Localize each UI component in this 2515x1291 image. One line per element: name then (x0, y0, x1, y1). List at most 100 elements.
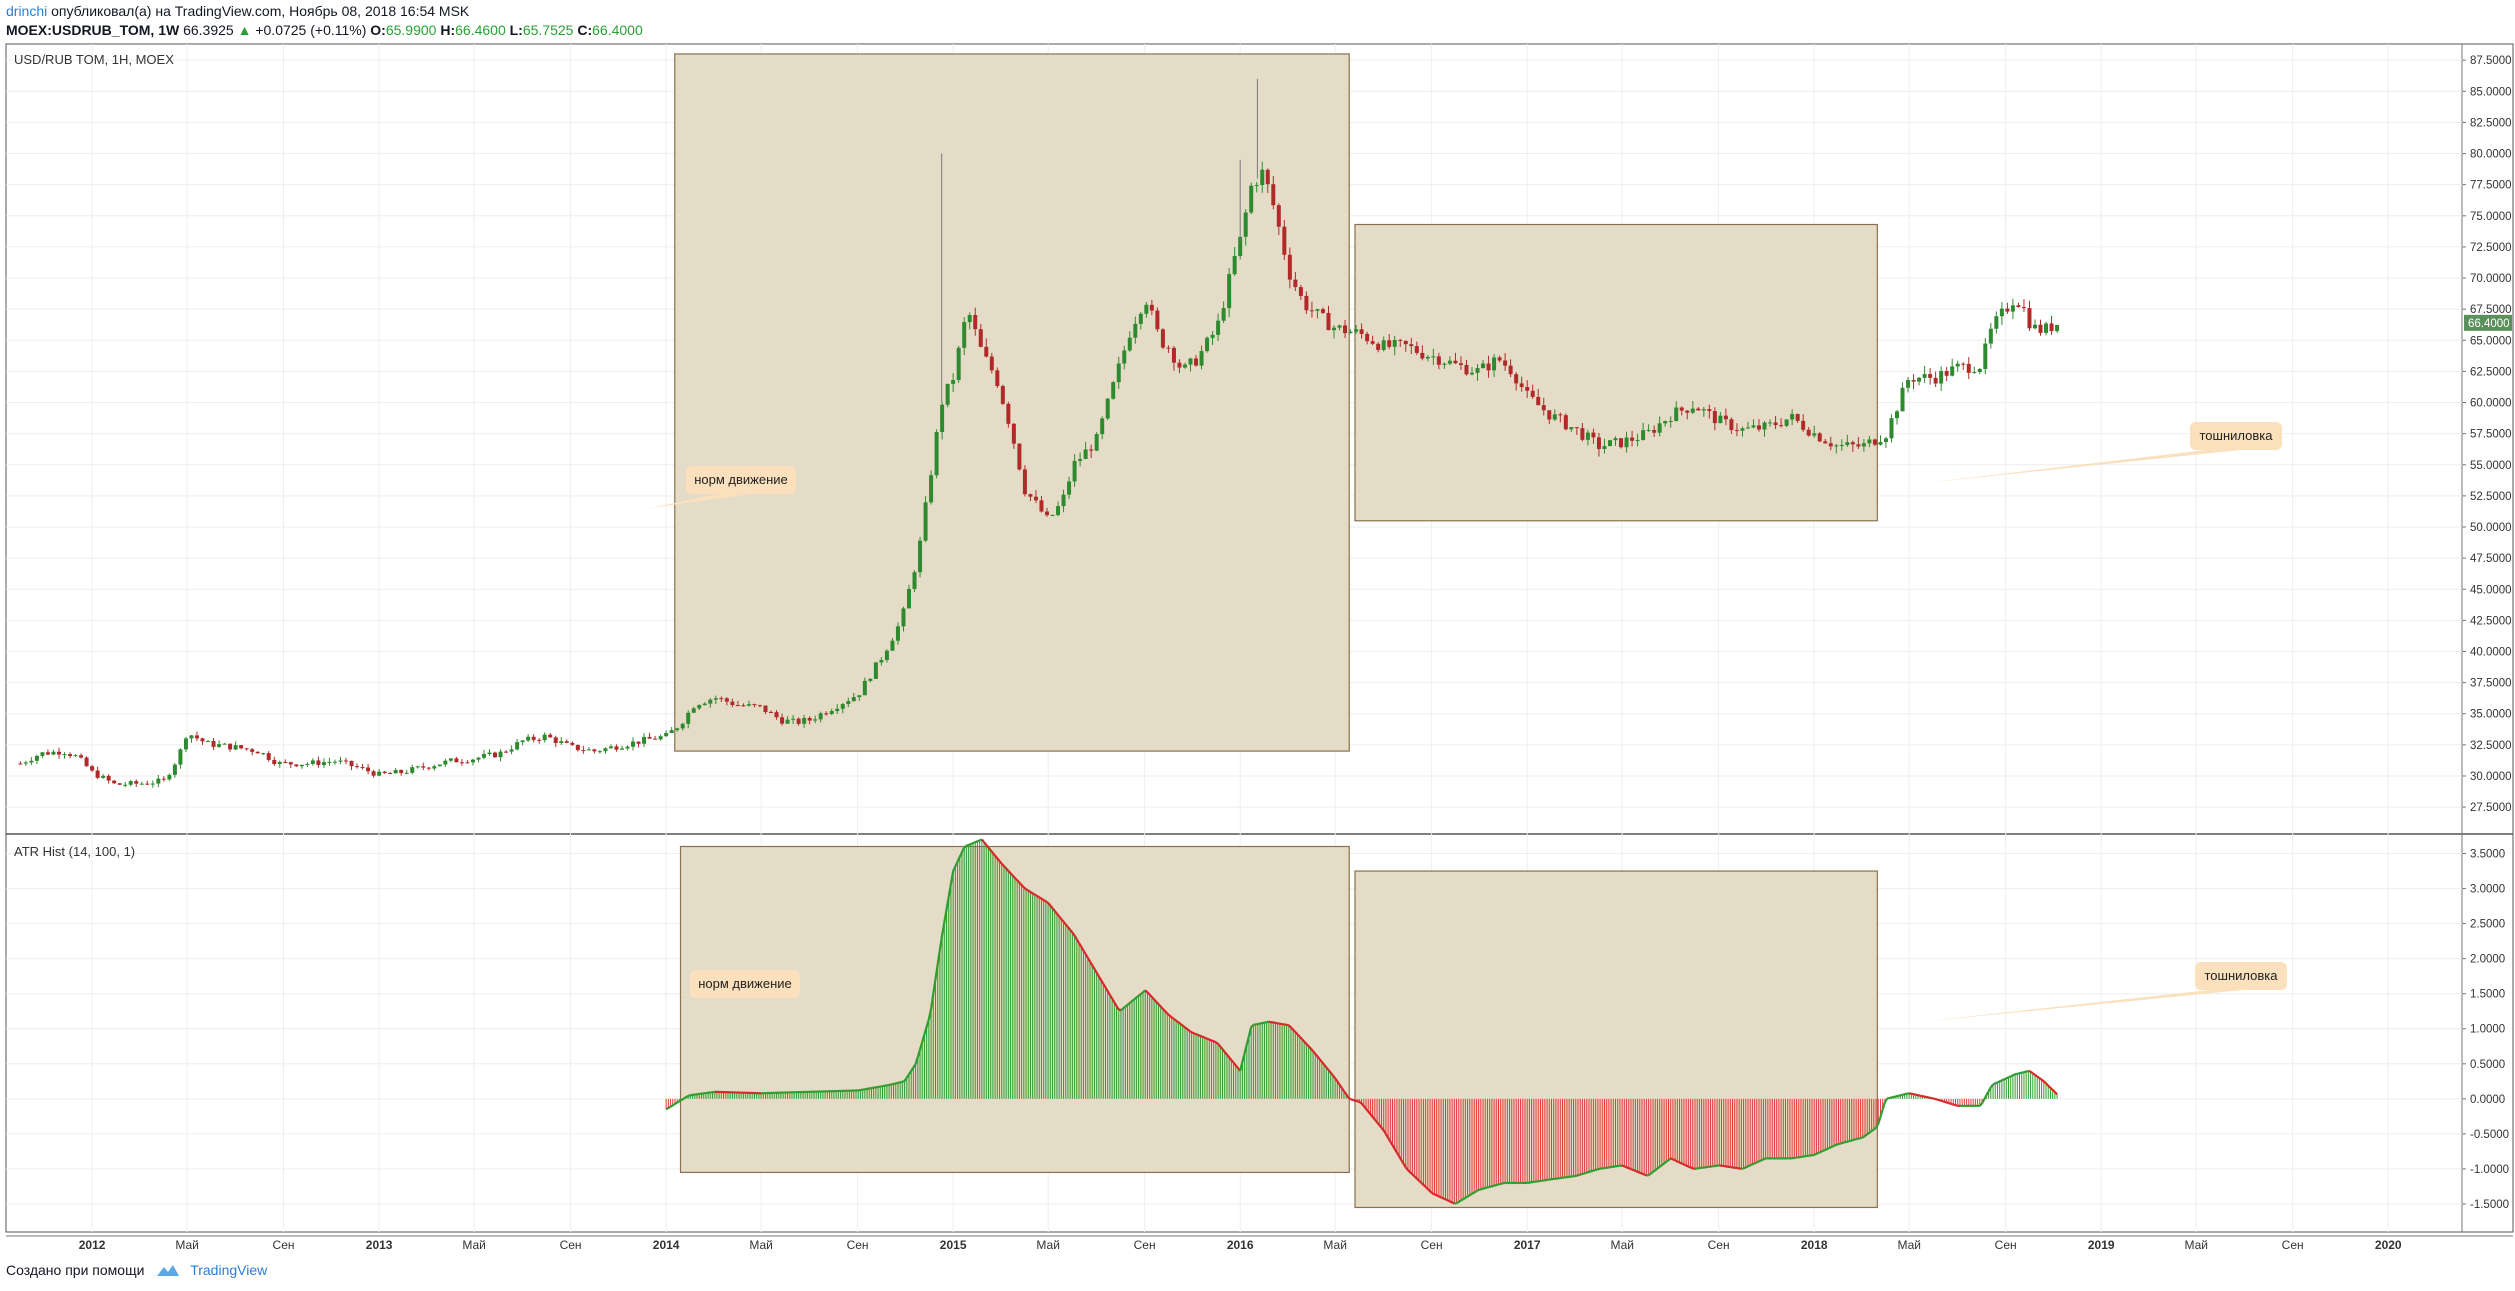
atr-line-segment (2034, 1073, 2038, 1078)
atr-line-segment (1056, 912, 1060, 918)
candle-body (172, 764, 177, 775)
atr-line-segment (1292, 1028, 1297, 1033)
atr-line-segment (977, 839, 981, 843)
candle-body (995, 370, 1000, 386)
candle-body (399, 770, 404, 774)
tradingview-link[interactable]: TradingView (190, 1262, 268, 1278)
candle-body (940, 404, 945, 432)
candle-body (1845, 442, 1850, 446)
atr-line-segment (669, 1104, 674, 1108)
atr-line-segment (1883, 1098, 1889, 1103)
atr-line-segment (891, 1082, 894, 1086)
atr-line-segment (1981, 1098, 1986, 1104)
author-link[interactable]: drinchi (6, 3, 48, 19)
candle-body (101, 775, 106, 778)
atr-line-segment (665, 1107, 669, 1111)
atr-line-segment (1073, 935, 1078, 940)
atr-line-segment (970, 842, 974, 846)
atr-line-segment (1391, 1144, 1396, 1150)
candle-body (1453, 360, 1458, 364)
atr-line-segment (1449, 1200, 1453, 1204)
atr-line-segment (1193, 1032, 1197, 1036)
atr-line-segment (1864, 1133, 1868, 1137)
candle-body (51, 751, 56, 755)
atr-line (665, 838, 2058, 1205)
atr-line-segment (1106, 990, 1111, 996)
atr-line-segment (1661, 1162, 1665, 1167)
candle-body (1133, 323, 1138, 338)
candle-body (1497, 357, 1502, 361)
price-tick-label: 57.5000 (2470, 429, 2512, 441)
candle-body (1685, 410, 1690, 413)
atr-line-segment (1743, 1166, 1747, 1170)
atr-line-segment (1191, 1031, 1195, 1035)
candle-body (1398, 339, 1403, 341)
atr-line-segment (929, 993, 935, 1009)
atr-line-segment (1234, 1064, 1239, 1069)
candle-body (553, 737, 558, 744)
candle-body (90, 766, 95, 771)
atr-line-segment (1104, 986, 1109, 992)
price-tick-label: 45.0000 (2470, 584, 2512, 596)
atr-line-segment (1434, 1193, 1438, 1197)
candle-body (531, 736, 536, 740)
atr-line-segment (2001, 1078, 2005, 1082)
atr-line-segment (1362, 1105, 1367, 1110)
atr-line-segment (1815, 1151, 1820, 1155)
atr-line-segment (1858, 1136, 1861, 1140)
atr-line-segment (1307, 1045, 1312, 1050)
atr-line-segment (1451, 1201, 1455, 1205)
candle-body (1773, 422, 1778, 426)
atr-line-segment (1754, 1161, 1758, 1165)
atr-line-segment (895, 1081, 899, 1085)
price-range-box (1354, 223, 1878, 522)
candle-body (272, 759, 277, 765)
candle-body (2016, 305, 2021, 308)
time-tick-label: Сен (1708, 1238, 1730, 1252)
atr-line-segment (1168, 1014, 1173, 1019)
callout-box (2190, 422, 2282, 450)
candle-body (79, 755, 84, 758)
atr-line-segment (932, 978, 937, 995)
candle-body (542, 734, 547, 741)
atr-line-segment (1369, 1113, 1374, 1118)
atr-line-segment (1058, 915, 1063, 920)
atr-line-segment (1881, 1102, 1886, 1110)
candle-body (377, 771, 382, 776)
atr-line-segment (1875, 1123, 1880, 1129)
symbol-name[interactable]: MOEX:USDRUB_TOM, 1W (6, 22, 180, 38)
atr-line-segment (1654, 1167, 1659, 1172)
atr-line-segment (1760, 1158, 1764, 1162)
candle-body (255, 751, 260, 754)
atr-line-segment (1020, 884, 1025, 889)
atr-tick-label: 3.5000 (2470, 849, 2505, 861)
atr-line-segment (1487, 1185, 1490, 1189)
atr-line-segment (2019, 1071, 2023, 1075)
candle-body (901, 608, 906, 627)
atr-line-segment (1078, 942, 1083, 948)
candle-body (338, 760, 343, 762)
atr-line-segment (1067, 926, 1072, 931)
candle-body (735, 705, 740, 707)
callout-pointer (648, 492, 765, 509)
candle-body (250, 749, 255, 752)
candle-body (228, 743, 233, 750)
candle-body (1607, 440, 1612, 447)
candle-body (796, 718, 801, 724)
open-label: O: (370, 22, 386, 38)
atr-line-segment (1950, 1102, 1954, 1106)
candle-body (1613, 438, 1618, 441)
candle-body (680, 723, 685, 729)
atr-line-segment (1897, 1094, 1901, 1097)
candle-body (1999, 308, 2004, 317)
time-tick-label: Май (2184, 1238, 2208, 1252)
candle-body (1762, 422, 1767, 430)
callout: тошниловка (1920, 962, 2287, 1022)
atr-line-segment (1647, 1172, 1652, 1177)
candle-body (1409, 344, 1414, 347)
candle-body (73, 755, 78, 757)
candle-body (62, 754, 67, 756)
candle-body (459, 762, 464, 764)
price-tick-label: 67.5000 (2470, 304, 2512, 316)
